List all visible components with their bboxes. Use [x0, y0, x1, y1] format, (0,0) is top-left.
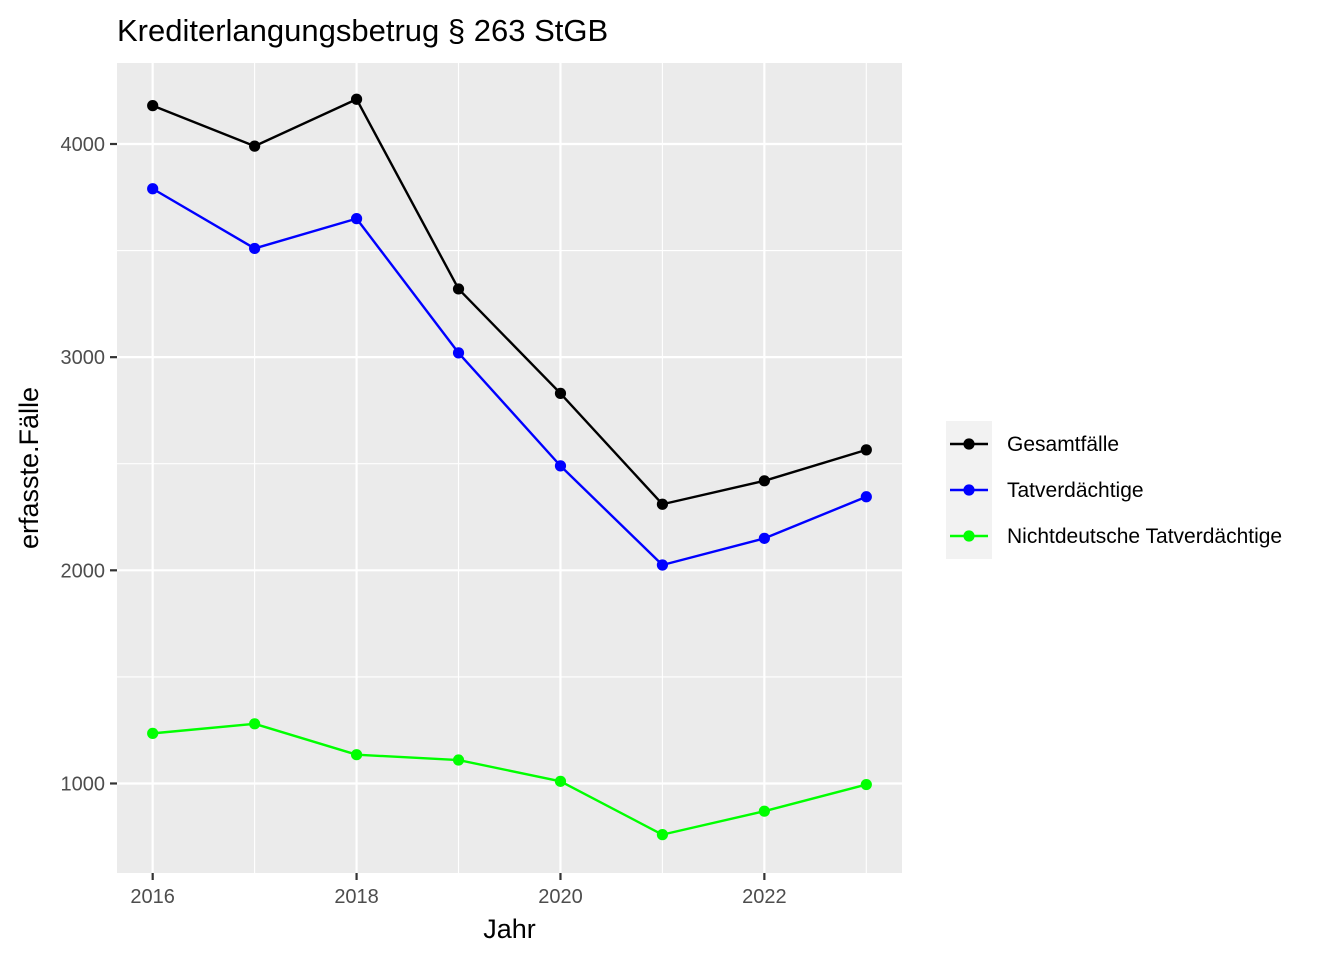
y-axis-title: erfasste.Fälle — [14, 387, 44, 549]
y-tick-label: 3000 — [61, 347, 106, 369]
legend-label-3: Nichtdeutsche Tatverdächtige — [1007, 525, 1282, 548]
series-line-3 — [152, 722, 867, 836]
plot-panel — [117, 63, 902, 873]
series-layer — [147, 93, 872, 841]
data-point-3-2017 — [249, 718, 261, 730]
legend-label-1: Gesamtfälle — [1007, 433, 1119, 456]
data-point-3-2018 — [350, 749, 363, 761]
legend-key-point-3 — [963, 530, 975, 542]
series-line-2 — [152, 187, 867, 567]
y-tick-label: 1000 — [61, 773, 106, 795]
data-point-1-2019 — [452, 283, 465, 295]
chart-title: Krediterlangungsbetrug § 263 StGB — [117, 13, 608, 48]
x-tick-label: 2018 — [334, 886, 379, 908]
data-point-2-2019 — [452, 347, 465, 359]
data-point-3-2021 — [656, 829, 669, 841]
data-point-2-2016 — [147, 183, 159, 195]
axis-ticks — [110, 142, 766, 880]
data-point-1-2021 — [656, 498, 669, 510]
y-tick-label: 4000 — [61, 134, 106, 156]
data-point-3-2020 — [554, 775, 567, 787]
x-tick-label: 2020 — [538, 886, 583, 908]
data-point-2-2018 — [350, 213, 363, 225]
data-point-1-2018 — [350, 93, 363, 105]
tick-labels: 2016 2018 2020 2022 1000 2000 3000 4000 — [61, 134, 787, 908]
minor-gridlines — [117, 63, 902, 873]
major-gridlines — [117, 63, 902, 873]
data-point-2-2023 — [860, 491, 872, 503]
legend-key-point-2 — [963, 484, 975, 496]
x-tick-label: 2016 — [130, 886, 175, 908]
data-point-1-2020 — [554, 387, 567, 399]
data-point-1-2016 — [147, 100, 159, 112]
data-point-1-2022 — [758, 475, 770, 487]
y-tick-label: 2000 — [61, 560, 106, 582]
data-point-3-2019 — [452, 754, 465, 766]
data-point-2-2017 — [249, 242, 261, 255]
legend-label-2: Tatverdächtige — [1007, 479, 1144, 502]
legend-key-point-1 — [963, 438, 975, 450]
data-point-3-2016 — [147, 727, 159, 739]
data-point-3-2023 — [860, 778, 872, 791]
data-point-2-2020 — [554, 460, 567, 472]
legend: Gesamtfälle Tatverdächtige Nichtdeutsche T… — [946, 421, 1282, 559]
series-line-1 — [152, 98, 867, 506]
x-tick-label: 2022 — [742, 886, 787, 908]
x-axis-title: Jahr — [483, 914, 536, 944]
data-point-1-2023 — [860, 444, 872, 456]
data-point-2-2021 — [656, 559, 669, 571]
data-point-2-2022 — [758, 532, 770, 544]
data-point-3-2022 — [758, 805, 770, 817]
data-point-1-2017 — [249, 140, 261, 152]
